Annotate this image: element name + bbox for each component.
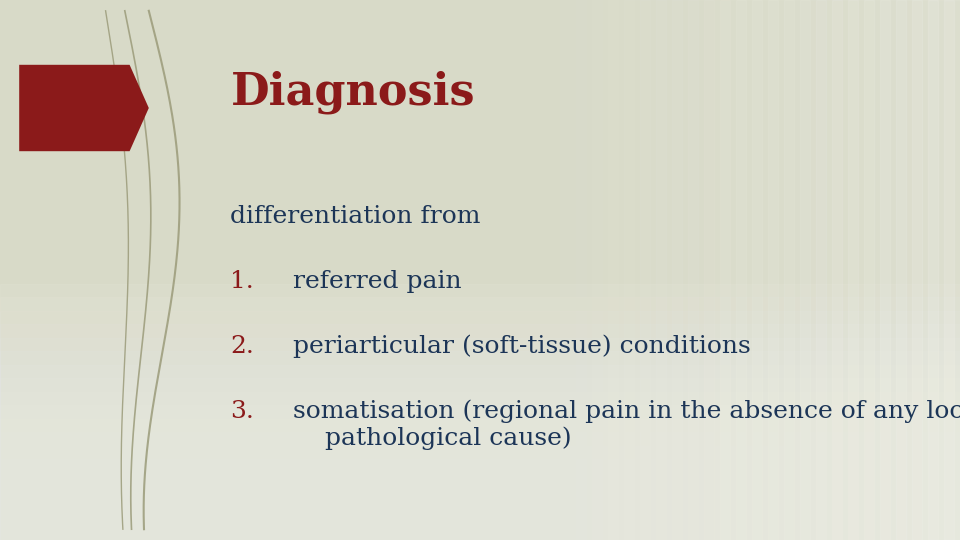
Bar [0, 486, 960, 540]
Bar [592, 0, 617, 540]
Bar [544, 0, 569, 540]
Bar [0, 418, 960, 540]
Bar [0, 364, 960, 540]
Bar [0, 392, 960, 540]
Text: referred pain: referred pain [293, 270, 462, 293]
Bar [944, 0, 960, 540]
Bar [0, 324, 960, 540]
Bar [784, 0, 809, 540]
Bar [0, 297, 960, 540]
Text: 3.: 3. [230, 400, 254, 423]
Bar [864, 0, 890, 540]
Bar [512, 0, 538, 540]
Bar [704, 0, 730, 540]
Text: 2.: 2. [230, 335, 254, 358]
Bar [0, 432, 960, 540]
Bar [832, 0, 857, 540]
Bar [800, 0, 826, 540]
Bar [848, 0, 874, 540]
Bar [0, 500, 960, 540]
Bar [656, 0, 682, 540]
Bar [672, 0, 698, 540]
Text: differentiation from: differentiation from [230, 205, 481, 228]
Bar [0, 526, 960, 540]
Bar [624, 0, 650, 540]
Bar [896, 0, 922, 540]
Bar [880, 0, 905, 540]
Bar [0, 338, 960, 540]
Bar [640, 0, 665, 540]
Bar [768, 0, 794, 540]
Bar [0, 513, 960, 540]
Bar [480, 0, 506, 540]
Bar [0, 284, 960, 540]
Text: somatisation (regional pain in the absence of any local
    pathological cause): somatisation (regional pain in the absen… [293, 400, 960, 450]
Text: periarticular (soft-tissue) conditions: periarticular (soft-tissue) conditions [293, 335, 751, 359]
Bar [0, 405, 960, 540]
Bar [752, 0, 778, 540]
Bar [0, 351, 960, 540]
Bar [0, 378, 960, 540]
Bar [912, 0, 938, 540]
Bar [528, 0, 554, 540]
Bar [560, 0, 586, 540]
Polygon shape [19, 65, 149, 151]
Bar [0, 310, 960, 540]
Bar [720, 0, 746, 540]
Text: 1.: 1. [230, 270, 254, 293]
Bar [928, 0, 953, 540]
Bar [576, 0, 602, 540]
Bar [688, 0, 713, 540]
Bar [608, 0, 634, 540]
Bar [816, 0, 842, 540]
Bar [0, 459, 960, 540]
Bar [736, 0, 761, 540]
Bar [0, 472, 960, 540]
Bar [496, 0, 521, 540]
Bar [0, 446, 960, 540]
Text: Diagnosis: Diagnosis [230, 70, 475, 114]
